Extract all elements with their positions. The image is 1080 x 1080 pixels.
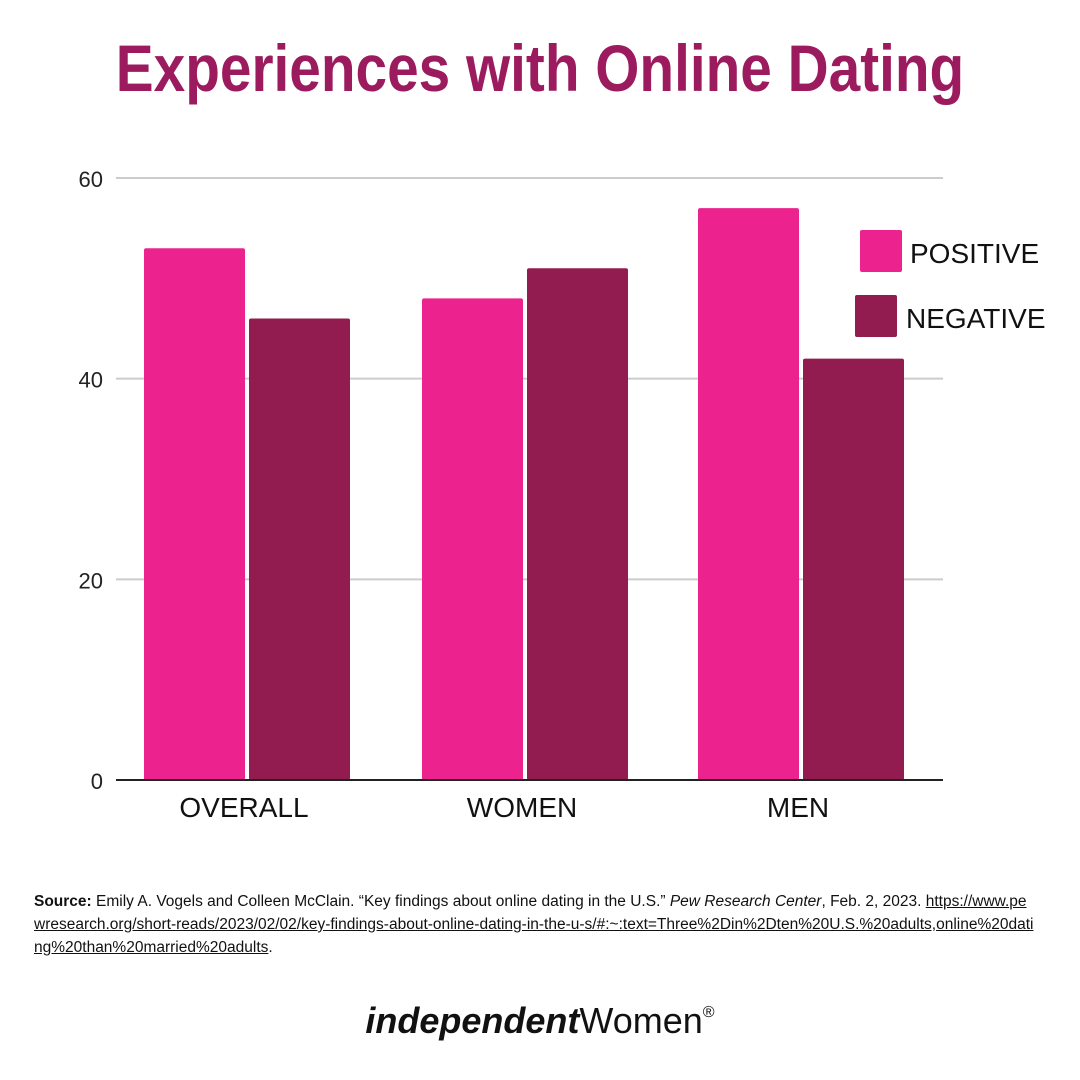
source-date: , Feb. 2, 2023. xyxy=(821,893,926,910)
source-note: Source: Emily A. Vogels and Colleen McCl… xyxy=(34,890,1034,959)
bar-positive-overall xyxy=(144,248,245,780)
logo-part-1: independent xyxy=(365,1000,580,1041)
category-label-overall: OVERALL xyxy=(179,792,308,823)
chart-title: Experiences with Online Dating xyxy=(115,31,965,105)
source-end: . xyxy=(268,939,273,956)
bar-negative-men xyxy=(803,358,904,780)
source-label: Source: xyxy=(34,893,92,910)
bar-negative-overall xyxy=(249,318,350,780)
legend: POSITIVE NEGATIVE xyxy=(855,230,1046,337)
y-tick-label-40: 40 xyxy=(79,368,103,393)
bars xyxy=(144,208,904,781)
independent-women-logo: independentWomen® xyxy=(0,1000,1080,1042)
bar-positive-men xyxy=(698,208,799,781)
registered-mark: ® xyxy=(702,1004,715,1021)
y-tick-label-60: 60 xyxy=(79,167,103,192)
category-label-men: MEN xyxy=(767,792,829,823)
legend-label-negative: NEGATIVE xyxy=(906,303,1046,334)
y-tick-label-20: 20 xyxy=(79,568,103,593)
y-tick-label-0: 0 xyxy=(91,769,103,794)
bar-negative-women xyxy=(527,268,628,780)
bar-positive-women xyxy=(422,298,523,780)
source-publication: Pew Research Center xyxy=(669,893,822,910)
logo-part-2: Women xyxy=(579,1000,703,1041)
y-tick-labels: 0 20 40 60 xyxy=(79,167,103,794)
legend-label-positive: POSITIVE xyxy=(910,238,1039,269)
source-text: Emily A. Vogels and Colleen McClain. “Ke… xyxy=(91,893,670,910)
bar-chart: 0 20 40 60 OVERALL WOMEN MEN POSITIVE NEGATIVE xyxy=(79,167,1046,823)
legend-swatch-positive xyxy=(860,230,902,272)
legend-swatch-negative xyxy=(855,295,897,337)
category-labels: OVERALL WOMEN MEN xyxy=(179,792,829,823)
category-label-women: WOMEN xyxy=(467,792,577,823)
source-link[interactable]: https://www.pewresearch.org/short-reads/… xyxy=(34,893,1034,956)
